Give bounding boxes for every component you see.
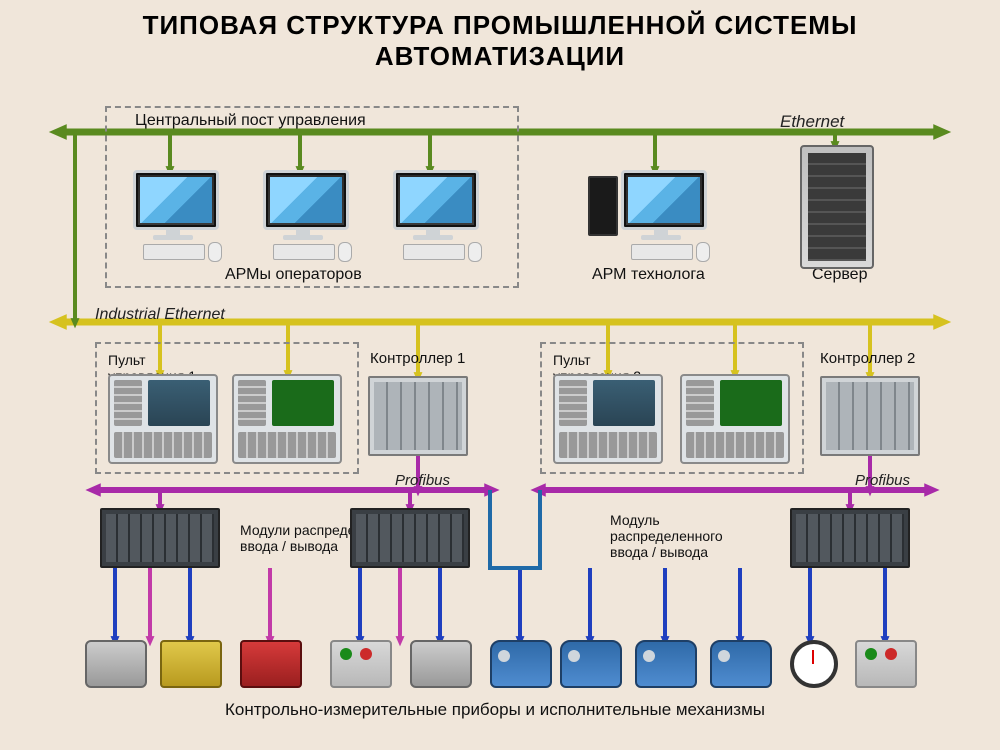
industrial-ethernet-label: Industrial Ethernet: [95, 306, 225, 324]
profibus-2-label: Profibus: [855, 472, 910, 489]
field-device-motor2-icon: [560, 640, 622, 688]
hmi-panel-icon: [553, 374, 663, 464]
arm-operators-label: АРМы операторов: [225, 266, 362, 284]
field-devices-label: Контрольно-измерительные приборы и испол…: [225, 700, 765, 720]
hmi-panel-icon: [680, 374, 790, 464]
plc-icon: [820, 376, 920, 456]
plc-icon: [368, 376, 468, 456]
profibus-1-label: Profibus: [395, 472, 450, 489]
server-rack-icon: [800, 145, 874, 269]
hmi-panel-icon: [232, 374, 342, 464]
workstation-icon: [260, 170, 350, 260]
field-device-motor4-icon: [710, 640, 772, 688]
hmi-panel-icon: [108, 374, 218, 464]
field-device-camera-icon: [410, 640, 472, 688]
diagram-canvas: ТИПОВАЯ СТРУКТУРА ПРОМЫШЛЕННОЙ СИСТЕМЫ А…: [0, 0, 1000, 750]
title-line1: ТИПОВАЯ СТРУКТУРА ПРОМЫШЛЕННОЙ СИСТЕМЫ: [0, 10, 1000, 41]
workstation-icon: [130, 170, 220, 260]
arm-technologist-label: АРМ технолога: [592, 266, 705, 284]
field-device-estop-icon: [855, 640, 917, 688]
field-device-pump-icon: [160, 640, 222, 688]
field-device-panel1-icon: [330, 640, 392, 688]
ethernet-label: Ethernet: [780, 112, 844, 132]
io-module-2-label: Модульраспределенноговвода / вывода: [610, 512, 723, 560]
io-module-icon: [100, 508, 220, 568]
workstation-tower-icon: [618, 170, 708, 260]
field-device-gauge-icon: [790, 640, 838, 688]
central-post-label: Центральный пост управления: [135, 112, 366, 130]
title-line2: АВТОМАТИЗАЦИИ: [0, 41, 1000, 72]
field-device-motor1-icon: [490, 640, 552, 688]
page-title: ТИПОВАЯ СТРУКТУРА ПРОМЫШЛЕННОЙ СИСТЕМЫ А…: [0, 10, 1000, 72]
io-module-icon: [790, 508, 910, 568]
controller-1-label: Контроллер 1: [370, 350, 465, 367]
controller-2-label: Контроллер 2: [820, 350, 915, 367]
io-module-icon: [350, 508, 470, 568]
workstation-icon: [390, 170, 480, 260]
field-device-valve-icon: [240, 640, 302, 688]
field-device-roller-icon: [85, 640, 147, 688]
field-device-motor3-icon: [635, 640, 697, 688]
